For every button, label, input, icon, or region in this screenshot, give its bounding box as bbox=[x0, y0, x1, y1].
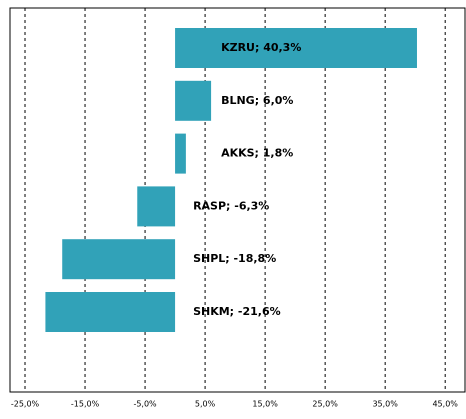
x-tick-label: 35,0% bbox=[372, 400, 398, 409]
x-tick-label: 5,0% bbox=[195, 400, 216, 409]
x-tick-label: 15,0% bbox=[252, 400, 278, 409]
bar bbox=[175, 80, 212, 121]
data-label: SHKM; -21,6% bbox=[193, 305, 281, 318]
x-tick-label: -5,0% bbox=[133, 400, 157, 409]
x-tick-label: 25,0% bbox=[312, 400, 338, 409]
data-label: AKKS; 1,8% bbox=[221, 147, 293, 160]
x-tick-label: -15,0% bbox=[71, 400, 100, 409]
x-tick-label: 45,0% bbox=[432, 400, 458, 409]
bar bbox=[45, 292, 176, 332]
data-label: BLNG; 6,0% bbox=[221, 94, 293, 107]
bar bbox=[62, 239, 176, 280]
bar bbox=[175, 133, 186, 174]
x-tick-label: -25,0% bbox=[11, 400, 40, 409]
bar bbox=[175, 28, 417, 68]
data-label: RASP; -6,3% bbox=[193, 199, 269, 212]
bar bbox=[137, 186, 176, 227]
data-label: KZRU; 40,3% bbox=[221, 41, 301, 54]
data-label: SHPL; -18,8% bbox=[193, 252, 276, 265]
